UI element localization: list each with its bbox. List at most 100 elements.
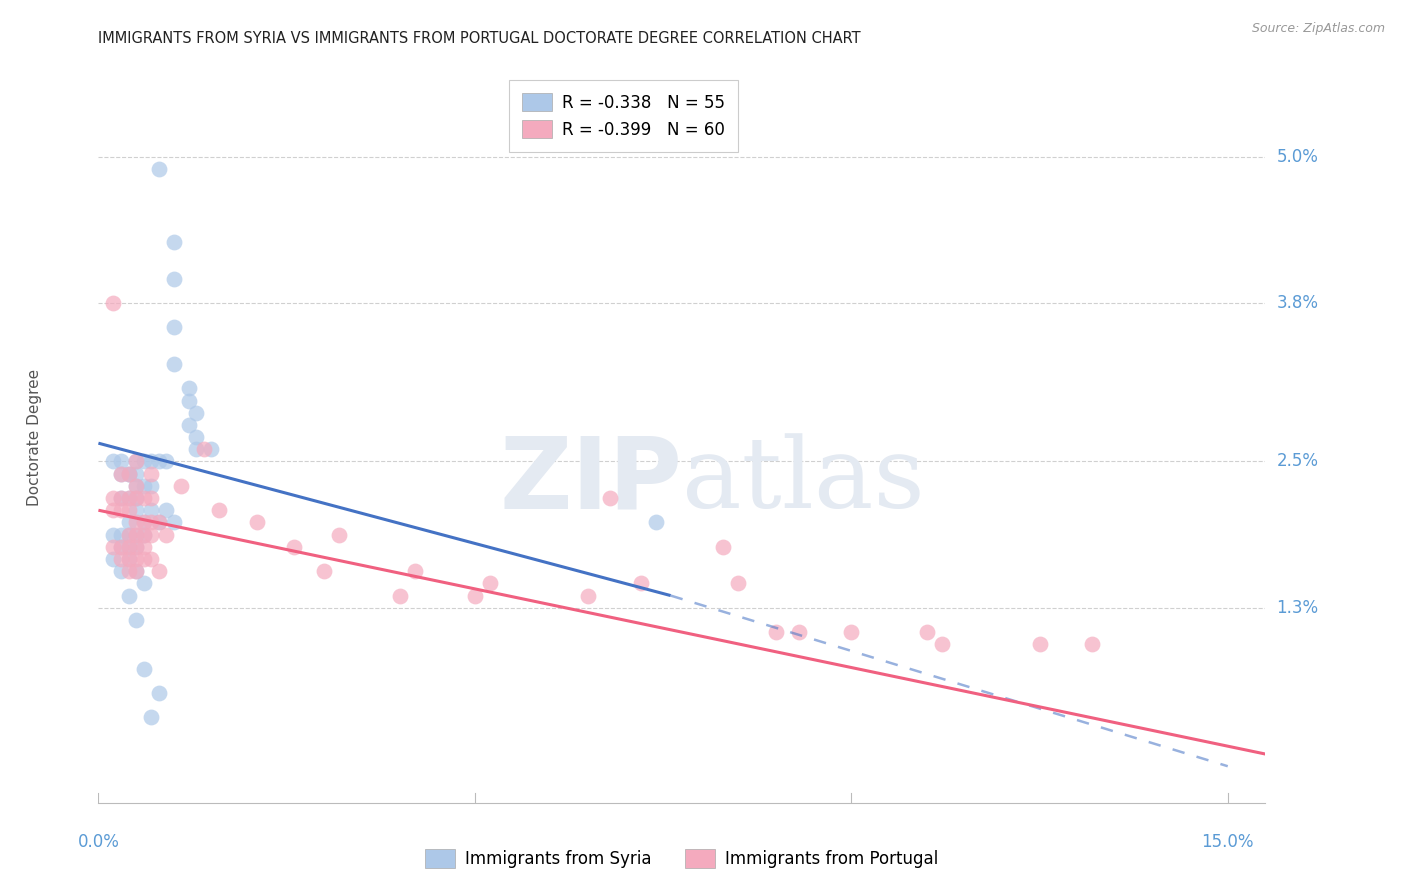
Point <box>328 527 350 541</box>
Point <box>132 540 155 554</box>
Point <box>388 589 411 603</box>
Point <box>931 637 953 651</box>
Point <box>125 479 148 493</box>
Text: ZIP: ZIP <box>499 433 682 530</box>
Point <box>630 576 652 591</box>
Point <box>599 491 621 505</box>
Point <box>117 467 139 481</box>
Point <box>193 442 215 457</box>
Point <box>117 540 139 554</box>
Point <box>110 491 132 505</box>
Point <box>110 552 132 566</box>
Point <box>117 564 139 578</box>
Point <box>576 589 599 603</box>
Point <box>787 625 810 640</box>
Point <box>110 540 132 554</box>
Point <box>110 467 132 481</box>
Legend: Immigrants from Syria, Immigrants from Portugal: Immigrants from Syria, Immigrants from P… <box>419 843 945 875</box>
Text: 5.0%: 5.0% <box>1277 148 1319 166</box>
Text: IMMIGRANTS FROM SYRIA VS IMMIGRANTS FROM PORTUGAL DOCTORATE DEGREE CORRELATION C: IMMIGRANTS FROM SYRIA VS IMMIGRANTS FROM… <box>98 31 860 46</box>
Point <box>163 516 186 530</box>
Point <box>117 552 139 566</box>
Point <box>125 516 148 530</box>
Point <box>464 589 486 603</box>
Point <box>110 527 132 541</box>
Point <box>125 491 148 505</box>
Point <box>711 540 734 554</box>
Point <box>117 491 139 505</box>
Point <box>283 540 305 554</box>
Point <box>148 454 170 468</box>
Point <box>103 503 125 517</box>
Point <box>117 540 139 554</box>
Point <box>163 320 186 334</box>
Point <box>125 613 148 627</box>
Point <box>117 516 139 530</box>
Point <box>186 406 208 420</box>
Point <box>139 479 162 493</box>
Text: 0.0%: 0.0% <box>77 833 120 851</box>
Text: Doctorate Degree: Doctorate Degree <box>27 368 42 506</box>
Point <box>139 503 162 517</box>
Point <box>132 662 155 676</box>
Point <box>155 527 177 541</box>
Point <box>163 357 186 371</box>
Point <box>110 503 132 517</box>
Point <box>170 479 193 493</box>
Text: 15.0%: 15.0% <box>1202 833 1254 851</box>
Point <box>186 430 208 444</box>
Point <box>404 564 426 578</box>
Point <box>186 442 208 457</box>
Point <box>125 552 148 566</box>
Point <box>125 454 148 468</box>
Point <box>314 564 336 578</box>
Point <box>139 527 162 541</box>
Point <box>132 552 155 566</box>
Point <box>478 576 501 591</box>
Point <box>117 467 139 481</box>
Point <box>125 540 148 554</box>
Point <box>1028 637 1050 651</box>
Point <box>117 503 139 517</box>
Point <box>132 516 155 530</box>
Point <box>132 491 155 505</box>
Point <box>727 576 749 591</box>
Text: atlas: atlas <box>682 434 925 529</box>
Text: 2.5%: 2.5% <box>1277 452 1319 470</box>
Point <box>139 552 162 566</box>
Point <box>103 540 125 554</box>
Point <box>125 564 148 578</box>
Point <box>117 491 139 505</box>
Point <box>125 527 148 541</box>
Point <box>103 296 125 310</box>
Point <box>1081 637 1104 651</box>
Point <box>148 516 170 530</box>
Point <box>163 235 186 249</box>
Legend: R = -0.338   N = 55, R = -0.399   N = 60: R = -0.338 N = 55, R = -0.399 N = 60 <box>509 79 738 152</box>
Point <box>132 527 155 541</box>
Text: Source: ZipAtlas.com: Source: ZipAtlas.com <box>1251 22 1385 36</box>
Point <box>125 527 148 541</box>
Point <box>110 564 132 578</box>
Point <box>125 467 148 481</box>
Point <box>125 454 148 468</box>
Point <box>117 527 139 541</box>
Point <box>139 467 162 481</box>
Point <box>103 454 125 468</box>
Point <box>110 491 132 505</box>
Point <box>155 503 177 517</box>
Point <box>177 393 200 408</box>
Point <box>125 479 148 493</box>
Point <box>103 527 125 541</box>
Point <box>148 686 170 700</box>
Point <box>132 516 155 530</box>
Point <box>200 442 222 457</box>
Point <box>163 271 186 285</box>
Point <box>644 516 666 530</box>
Point <box>177 417 200 432</box>
Point <box>125 540 148 554</box>
Point <box>139 710 162 724</box>
Point <box>132 479 155 493</box>
Point <box>117 527 139 541</box>
Point <box>132 454 155 468</box>
